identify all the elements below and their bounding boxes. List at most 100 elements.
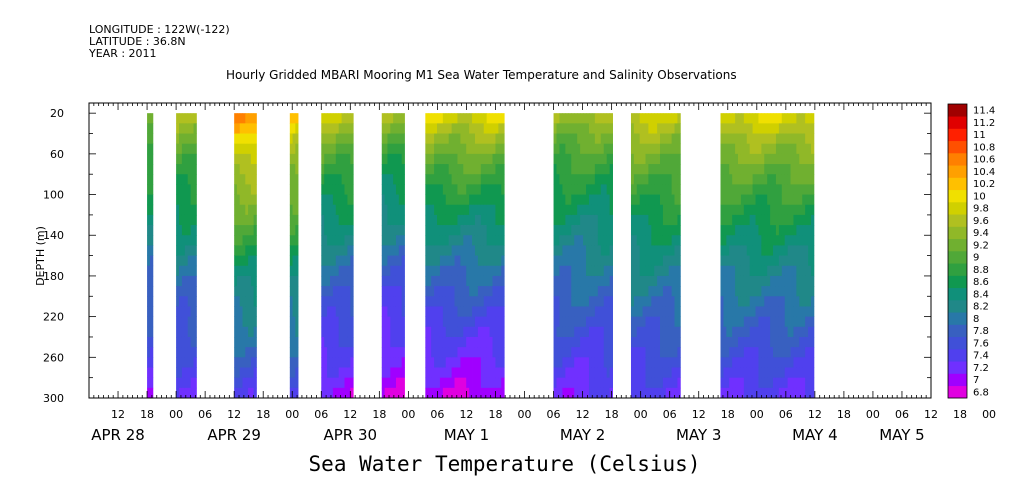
data-cell (749, 255, 754, 267)
data-cell (234, 377, 238, 389)
data-cell (767, 245, 771, 256)
data-cell (327, 326, 331, 338)
data-cell (586, 326, 590, 338)
data-cell (743, 377, 748, 389)
data-cell (234, 296, 238, 307)
data-cell (492, 357, 496, 368)
data-cell (483, 275, 488, 287)
data-cell (193, 214, 197, 226)
y-tick-label: 140 (43, 229, 64, 242)
data-cell (460, 133, 464, 145)
data-cell (448, 153, 453, 165)
data-cell (781, 265, 786, 277)
data-cell (439, 316, 444, 328)
data-cell (492, 347, 496, 358)
data-cell (559, 265, 563, 277)
data-cell (295, 316, 299, 328)
data-cell (654, 275, 658, 287)
data-cell (735, 336, 739, 348)
data-cell (639, 123, 643, 134)
data-cell (729, 184, 733, 195)
data-cell (775, 184, 780, 195)
data-cell (802, 336, 806, 348)
data-cell (778, 164, 783, 175)
data-cell (442, 265, 447, 277)
data-cell (770, 377, 774, 389)
data-cell (250, 235, 255, 246)
data-cell (439, 225, 444, 236)
data-cell (562, 286, 566, 297)
data-cell (398, 204, 403, 216)
data-cell (642, 245, 646, 256)
data-cell (671, 367, 675, 379)
colorbar-swatch (948, 287, 967, 301)
data-cell (179, 143, 183, 155)
data-cell (603, 153, 608, 165)
data-cell (179, 184, 183, 195)
data-cell (755, 245, 759, 256)
data-cell (477, 214, 482, 226)
data-cell (790, 164, 794, 175)
data-cell (445, 194, 450, 206)
data-cell (384, 296, 388, 307)
data-cell (781, 123, 786, 134)
data-cell (761, 336, 765, 348)
data-cell (332, 184, 337, 195)
data-cell (633, 296, 638, 307)
data-cell (344, 225, 348, 236)
colorbar-label: 10 (973, 191, 986, 202)
data-cell (242, 326, 246, 338)
data-cell (248, 275, 252, 287)
data-cell (428, 296, 432, 307)
data-cell (445, 387, 450, 399)
data-cell (395, 133, 400, 145)
data-cell (398, 347, 403, 358)
data-cell (187, 347, 192, 358)
data-cell (289, 367, 293, 379)
data-cell (636, 194, 641, 206)
data-cell (289, 306, 293, 318)
data-cell (193, 296, 197, 307)
data-cell (562, 194, 566, 206)
data-cell (149, 367, 154, 379)
data-cell (501, 194, 505, 206)
data-cell (660, 214, 664, 226)
data-cell (758, 153, 762, 165)
data-cell (193, 306, 197, 318)
data-cell (486, 367, 490, 379)
data-cell (477, 164, 482, 175)
data-cell (445, 235, 450, 246)
data-cell (245, 214, 249, 226)
data-cell (350, 184, 354, 195)
data-cell (341, 296, 345, 307)
data-cell (746, 357, 751, 368)
data-cell (489, 164, 493, 175)
data-cell (292, 275, 296, 287)
data-cell (668, 174, 673, 185)
data-cell (630, 326, 635, 338)
data-cell (784, 326, 789, 338)
data-cell (347, 347, 351, 358)
data-cell (472, 143, 476, 155)
data-cell (732, 326, 736, 338)
data-cell (498, 265, 502, 277)
data-cell (321, 357, 325, 368)
data-cell (755, 113, 759, 124)
x-hour-label: 12 (576, 408, 590, 421)
data-cell (735, 316, 739, 328)
x-date-label: APR 29 (207, 426, 261, 444)
data-cell (393, 143, 397, 155)
data-cell (773, 275, 777, 287)
x-hour-label: 18 (953, 408, 967, 421)
data-cell (492, 214, 496, 226)
data-cell (428, 326, 432, 338)
data-cell (668, 336, 673, 348)
data-cell (600, 214, 605, 226)
data-cell (603, 306, 608, 318)
data-cell (729, 265, 733, 277)
data-cell (187, 225, 192, 236)
data-cell (184, 306, 189, 318)
data-cell (457, 387, 461, 399)
data-cell (474, 265, 479, 277)
data-cell (434, 235, 438, 246)
